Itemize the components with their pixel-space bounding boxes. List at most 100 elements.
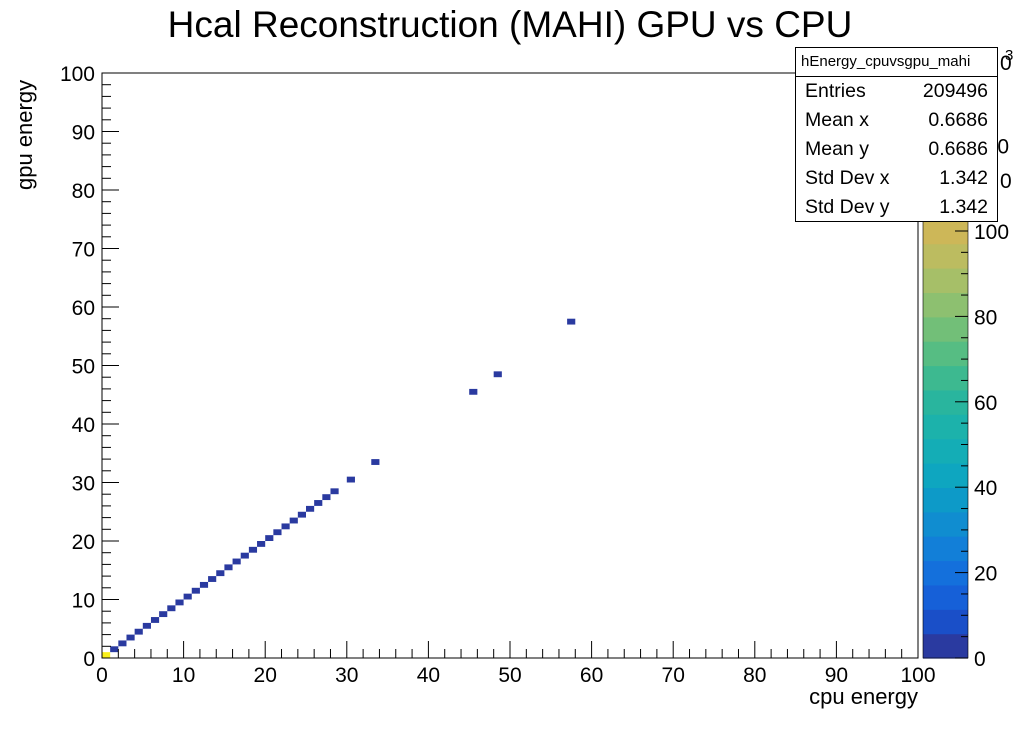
colorbar-tick-label: 80 (974, 306, 997, 329)
histogram-bin (134, 628, 143, 635)
histogram-bin (110, 646, 119, 653)
colorbar-segment (923, 414, 968, 440)
x-tick-label: 40 (417, 664, 440, 687)
histogram-bin (126, 634, 135, 641)
histogram-bin (273, 529, 282, 536)
axes-layer: 0 10 20 30 40 50 60 70 80 90 100 0 10 20 30 40 50 60 70 80 9… (60, 63, 936, 687)
stats-value: 1.342 (939, 167, 988, 189)
histogram-bin (167, 605, 176, 612)
x-tick-label: 30 (335, 664, 358, 687)
x-tick-label: 90 (825, 664, 848, 687)
histogram-bin (493, 371, 502, 378)
colorbar-exponent: 3 (1005, 47, 1013, 64)
y-tick-label: 90 (72, 122, 95, 145)
colorbar-tick-label: 0 (974, 648, 986, 671)
histogram-bin (469, 388, 478, 395)
colorbar-segment (923, 292, 968, 318)
histogram-bin (175, 599, 184, 606)
histogram-bin (248, 546, 258, 553)
colorbar-segment (923, 584, 968, 610)
colorbar-segment (923, 438, 968, 464)
histogram-bin (330, 488, 339, 495)
colorbar-segment (923, 365, 968, 391)
colorbar-segment (923, 268, 968, 293)
histogram-bin (159, 611, 168, 618)
histogram-bin (314, 500, 323, 506)
histogram-bin (371, 459, 380, 465)
peak-bin (102, 652, 111, 658)
histogram-bin (297, 511, 306, 518)
x-tick-label: 100 (900, 664, 935, 687)
histogram-bin (150, 617, 160, 623)
stats-row-stddev-x: Std Dev x 1.342 (796, 164, 997, 193)
y-tick-label: 40 (72, 414, 95, 437)
stats-value: 1.342 (939, 196, 988, 218)
colorbar-segment (923, 243, 968, 269)
colorbar-tick-label: 40 (974, 477, 997, 500)
stats-histogram-name: hEnergy_cpuvsgpu_mahi (796, 48, 997, 77)
stats-label: Std Dev x (805, 167, 890, 189)
colorbar-segment (923, 341, 968, 367)
y-tick-label: 10 (72, 590, 95, 613)
histogram-bin (224, 564, 233, 571)
x-tick-label: 70 (662, 664, 685, 687)
histogram-bin (289, 517, 298, 524)
x-tick-label: 10 (172, 664, 195, 687)
colorbar-segment (923, 463, 968, 488)
histogram-bin (208, 576, 217, 582)
y-tick-label: 0 (83, 648, 95, 671)
histogram-bin (191, 587, 200, 594)
histogram-bin (265, 535, 274, 541)
stats-box: hEnergy_cpuvsgpu_mahi Entries 209496 Mea… (795, 47, 998, 222)
histogram-bin (306, 505, 315, 512)
y-tick-label: 70 (72, 239, 95, 262)
stats-value: 0.6686 (928, 109, 988, 131)
stats-row-mean-y: Mean y 0.6686 (796, 135, 997, 164)
colorbar-segment (923, 316, 968, 342)
y-tick-label: 100 (60, 63, 95, 86)
y-tick-label: 30 (72, 473, 95, 496)
histogram-bin (322, 494, 331, 501)
colorbar-tick-label: 100 (974, 221, 1009, 244)
colorbar-segment (923, 219, 968, 245)
histogram-bin (281, 523, 290, 530)
x-tick-label: 20 (254, 664, 277, 687)
histogram-bin (257, 541, 266, 547)
colorbar-segment (923, 609, 968, 635)
y-tick-label: 50 (72, 356, 95, 379)
colorbar-tick-label-partial: 0 (1000, 170, 1012, 193)
stats-label: Entries (805, 80, 866, 102)
histogram-bin (216, 570, 225, 577)
y-tick-label: 80 (72, 180, 95, 203)
stats-label: Std Dev y (805, 196, 890, 218)
chart-title: Hcal Reconstruction (MAHI) GPU vs CPU (167, 4, 853, 45)
colorbar-tick-label: 20 (974, 563, 997, 586)
histogram-bin (183, 593, 192, 600)
stats-row-entries: Entries 209496 (796, 77, 997, 106)
colorbar-tick-label-partial: 0 (1000, 52, 1012, 75)
stats-value: 209496 (922, 80, 988, 102)
stats-label: Mean x (805, 109, 869, 131)
y-tick-label: 20 (72, 531, 95, 554)
histogram-bin (142, 622, 151, 629)
histogram-bin (567, 318, 576, 325)
colorbar-segment (923, 511, 968, 537)
stats-row-stddev-y: Std Dev y 1.342 (796, 193, 997, 222)
histogram-bin (240, 552, 249, 559)
histogram-bin (346, 476, 355, 483)
stats-label: Mean y (805, 138, 869, 160)
histogram-bin (199, 581, 209, 588)
bins-layer (102, 318, 576, 658)
colorbar-segment (923, 633, 968, 659)
histogram-bin (118, 640, 127, 647)
y-axis-label: gpu energy (12, 79, 37, 190)
x-tick-label: 60 (580, 664, 603, 687)
x-tick-label: 50 (498, 664, 521, 687)
stats-value: 0.6686 (928, 138, 988, 160)
colorbar-segment (923, 487, 968, 513)
y-tick-label: 60 (72, 297, 95, 320)
colorbar-segment (923, 536, 968, 562)
histogram-bin (232, 558, 241, 565)
x-tick-label: 0 (96, 664, 108, 687)
x-tick-label: 80 (743, 664, 766, 687)
